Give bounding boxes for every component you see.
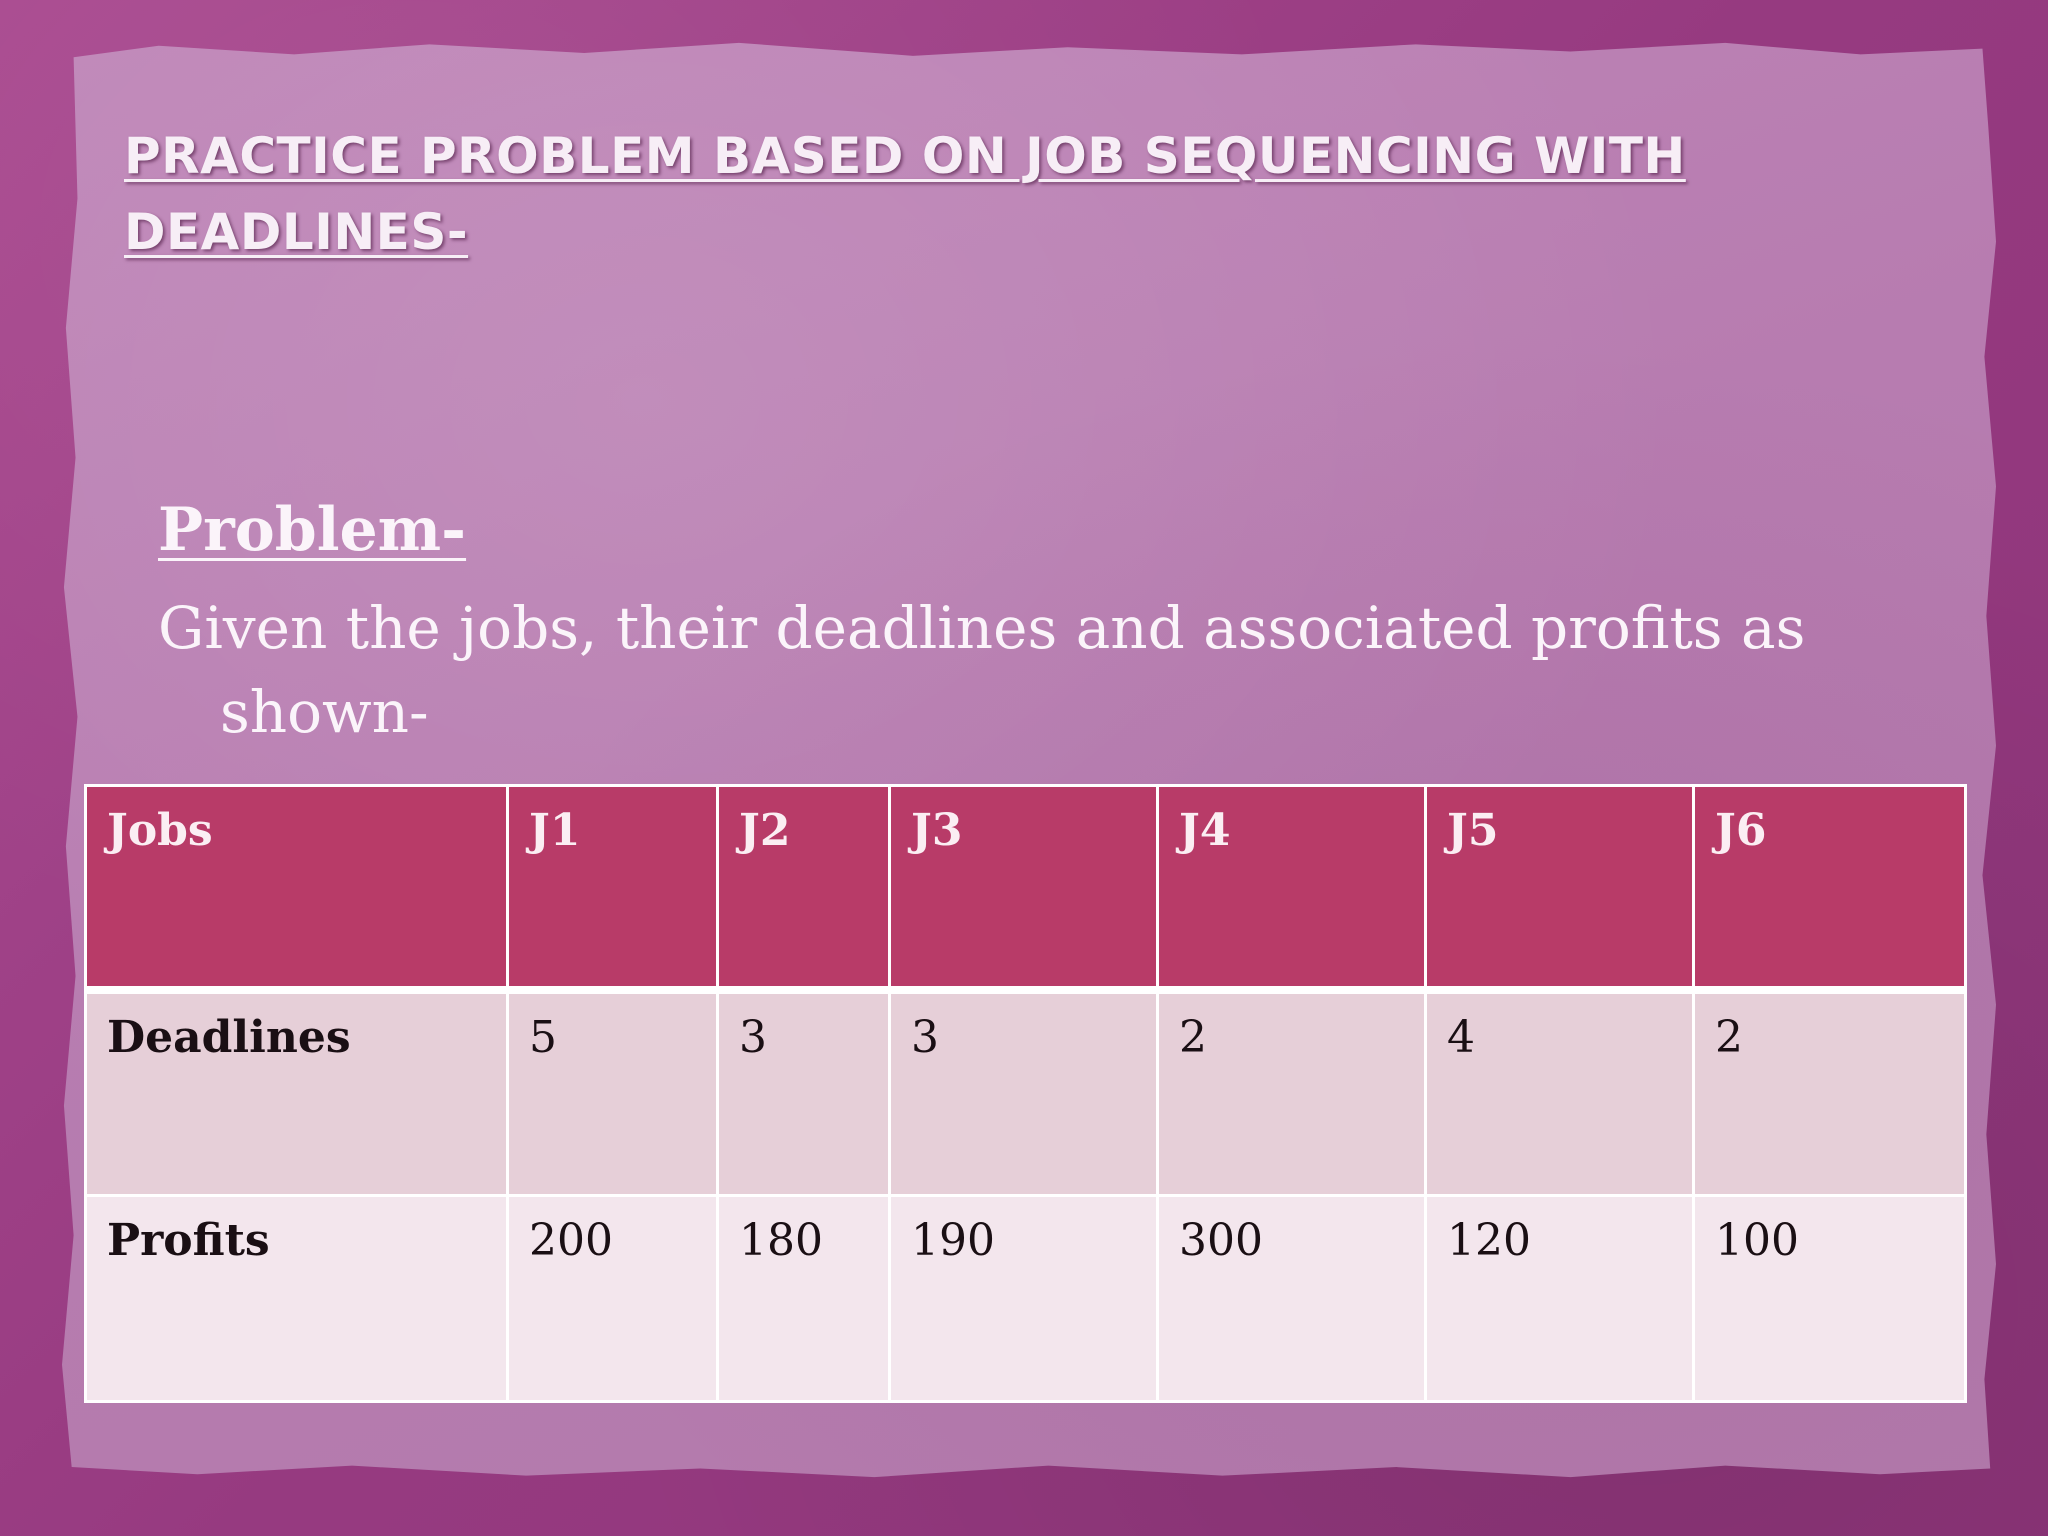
table-cell: 4: [1424, 985, 1695, 1197]
table-header-row: Jobs J1 J2 J3 J4 J5 J6: [84, 784, 1967, 991]
table-cell: 2: [1692, 985, 1967, 1197]
problem-text: Given the jobs, their deadlines and asso…: [158, 594, 1806, 746]
table-cell: 100: [1692, 1194, 1967, 1403]
row-label-deadlines: Deadlines: [84, 985, 509, 1197]
table-cell: 3: [716, 985, 891, 1197]
header-cell-jobs: Jobs: [84, 784, 509, 991]
table-cell: 3: [888, 985, 1159, 1197]
slide-title: PRACTICE PROBLEM BASED ON JOB SEQUENCING…: [124, 127, 1686, 261]
problem-heading: Problem-: [158, 495, 467, 565]
header-cell-j4: J4: [1156, 784, 1427, 991]
header-cell-j2: J2: [716, 784, 891, 991]
table-cell: 120: [1424, 1194, 1695, 1403]
table-cell: 5: [506, 985, 719, 1197]
table-cell: 200: [506, 1194, 719, 1403]
table-cell: 190: [888, 1194, 1159, 1403]
row-label-profits: Profits: [84, 1194, 509, 1403]
table-row-profits: Profits 200 180 190 300 120 100: [84, 1194, 1967, 1403]
jobs-table: Jobs J1 J2 J3 J4 J5 J6 Deadlines 5 3 3 2…: [84, 784, 1967, 1403]
header-cell-j3: J3: [888, 784, 1159, 991]
header-cell-j5: J5: [1424, 784, 1695, 991]
header-cell-j6: J6: [1692, 784, 1967, 991]
table-cell: 300: [1156, 1194, 1427, 1403]
table-row-deadlines: Deadlines 5 3 3 2 4 2: [84, 985, 1967, 1197]
header-cell-j1: J1: [506, 784, 719, 991]
table-cell: 180: [716, 1194, 891, 1403]
table-cell: 2: [1156, 985, 1427, 1197]
